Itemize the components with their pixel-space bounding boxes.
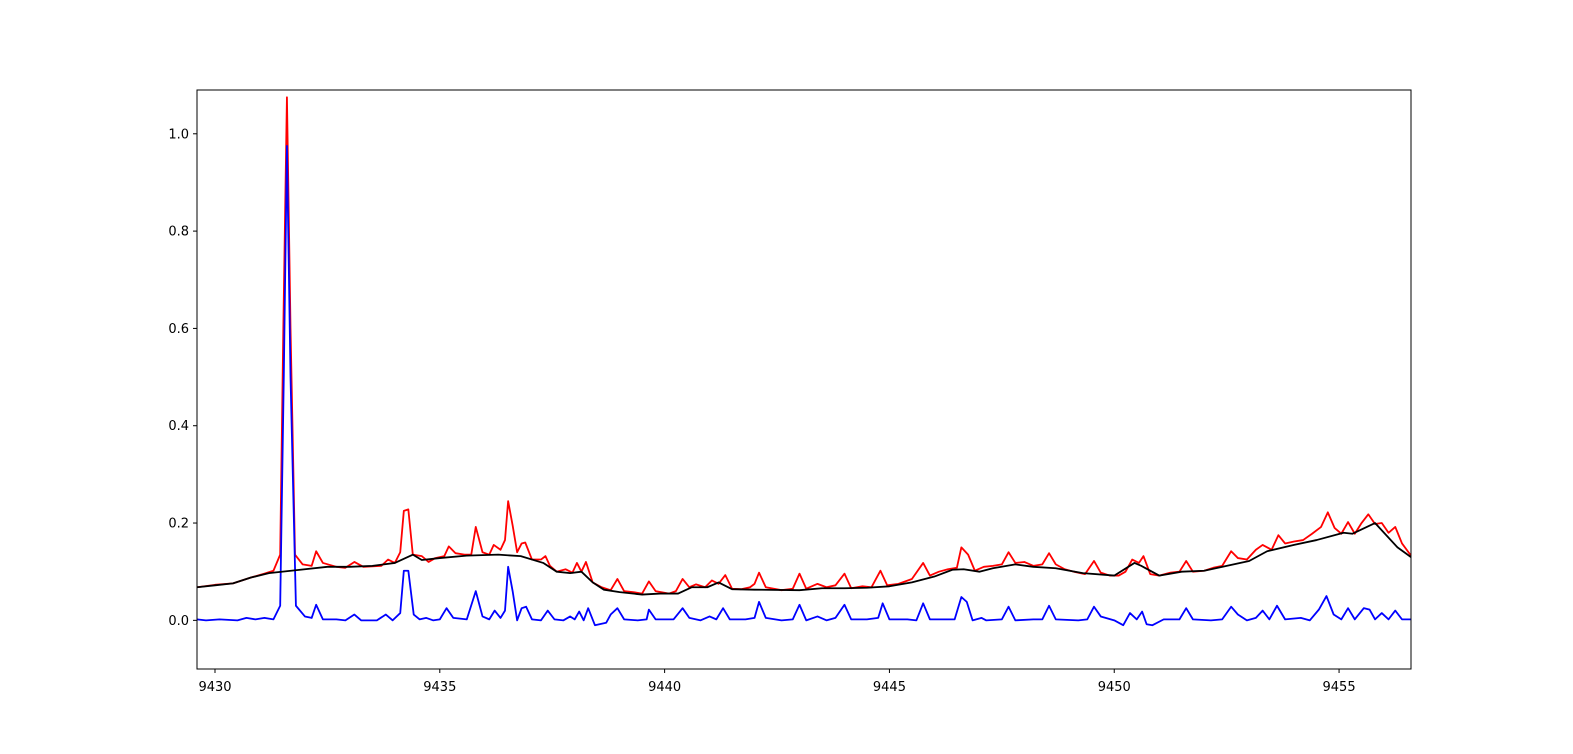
x-tick-label: 9440 — [648, 680, 681, 695]
plot-area-frame — [196, 89, 1412, 670]
y-tick-label: 0.2 — [168, 517, 189, 532]
x-tick-label: 9430 — [198, 680, 231, 695]
y-tick-label: 1.0 — [168, 127, 189, 142]
series-line-black — [197, 522, 1411, 596]
x-tick-label: 9455 — [1323, 680, 1356, 695]
y-tick-label: 0.6 — [168, 322, 189, 337]
x-tick-label: 9450 — [1098, 680, 1131, 695]
series-line-blue — [197, 145, 1411, 627]
axis-layer: 9430 9435 9440 9445 9450 9455 0.0 0.2 0.4 0.6 0.8 1… — [168, 127, 1355, 695]
x-tick-label: 9445 — [873, 680, 906, 695]
y-tick-label: 0.0 — [168, 614, 189, 629]
y-tick-label: 0.8 — [168, 225, 189, 240]
series-layer — [197, 96, 1411, 627]
y-tick-label: 0.4 — [168, 419, 189, 434]
series-line-red — [197, 96, 1411, 595]
x-tick-label: 9435 — [423, 680, 456, 695]
